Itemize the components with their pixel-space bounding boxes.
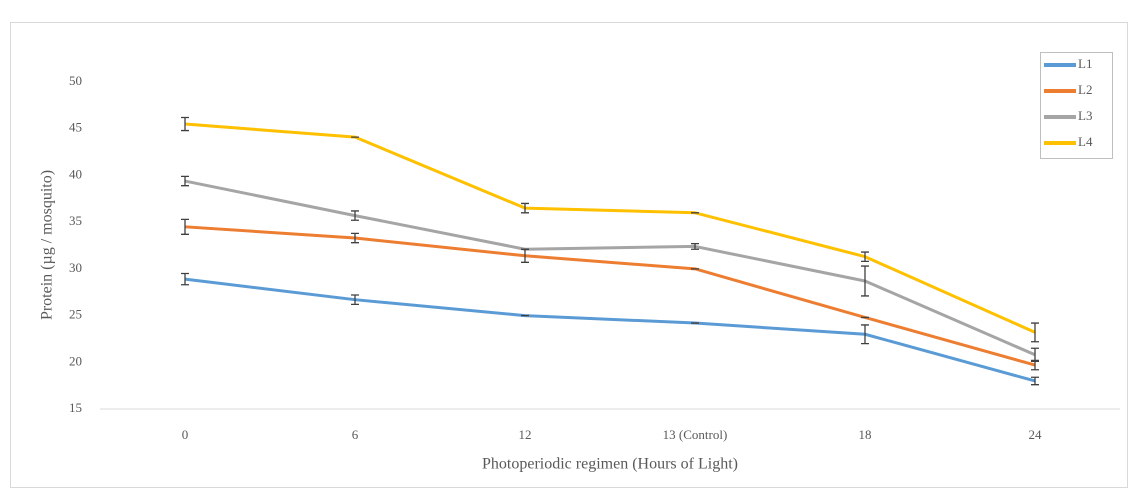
series-line — [184, 179, 1036, 357]
legend-label: L1 — [1078, 56, 1092, 71]
series-line — [184, 277, 1036, 383]
error-bar — [181, 272, 189, 286]
legend-box — [1040, 52, 1113, 159]
error-bar — [861, 324, 869, 345]
error-bar — [351, 210, 359, 221]
y-tick-label: 25 — [69, 307, 82, 322]
legend-label: L4 — [1078, 134, 1093, 149]
error-bar — [521, 202, 529, 214]
y-tick-label: 35 — [69, 213, 82, 228]
chart-frame — [10, 22, 1128, 488]
error-bar — [1031, 347, 1039, 363]
x-tick-label: 0 — [182, 427, 189, 442]
error-bar — [351, 294, 359, 306]
y-tick-label: 15 — [69, 400, 82, 415]
y-tick-label: 30 — [69, 260, 82, 275]
error-bar — [181, 218, 189, 235]
x-tick-label: 13 (Control) — [663, 427, 728, 442]
x-tick-label: 24 — [1029, 427, 1043, 442]
error-bar — [861, 251, 869, 263]
series-line — [184, 122, 1036, 334]
legend-label: L3 — [1078, 108, 1092, 123]
y-axis-label: Protein (µg / mosquito) — [39, 170, 56, 320]
y-tick-label: 50 — [69, 73, 82, 88]
error-bar — [351, 232, 359, 244]
x-axis-label: Photoperiodic regimen (Hours of Light) — [482, 456, 738, 473]
series-line — [184, 225, 1036, 367]
error-bar — [1031, 376, 1039, 386]
y-tick-label: 20 — [69, 353, 82, 368]
error-bar — [181, 116, 189, 132]
x-tick-label: 18 — [859, 427, 872, 442]
y-tick-label: 40 — [69, 166, 82, 181]
legend-label: L2 — [1078, 82, 1092, 97]
error-bar — [861, 265, 869, 297]
error-bar — [1031, 322, 1039, 343]
x-tick-label: 6 — [352, 427, 359, 442]
y-tick-label: 45 — [69, 120, 82, 135]
x-tick-label: 12 — [519, 427, 532, 442]
error-bar — [181, 175, 189, 187]
error-bar — [691, 242, 699, 250]
